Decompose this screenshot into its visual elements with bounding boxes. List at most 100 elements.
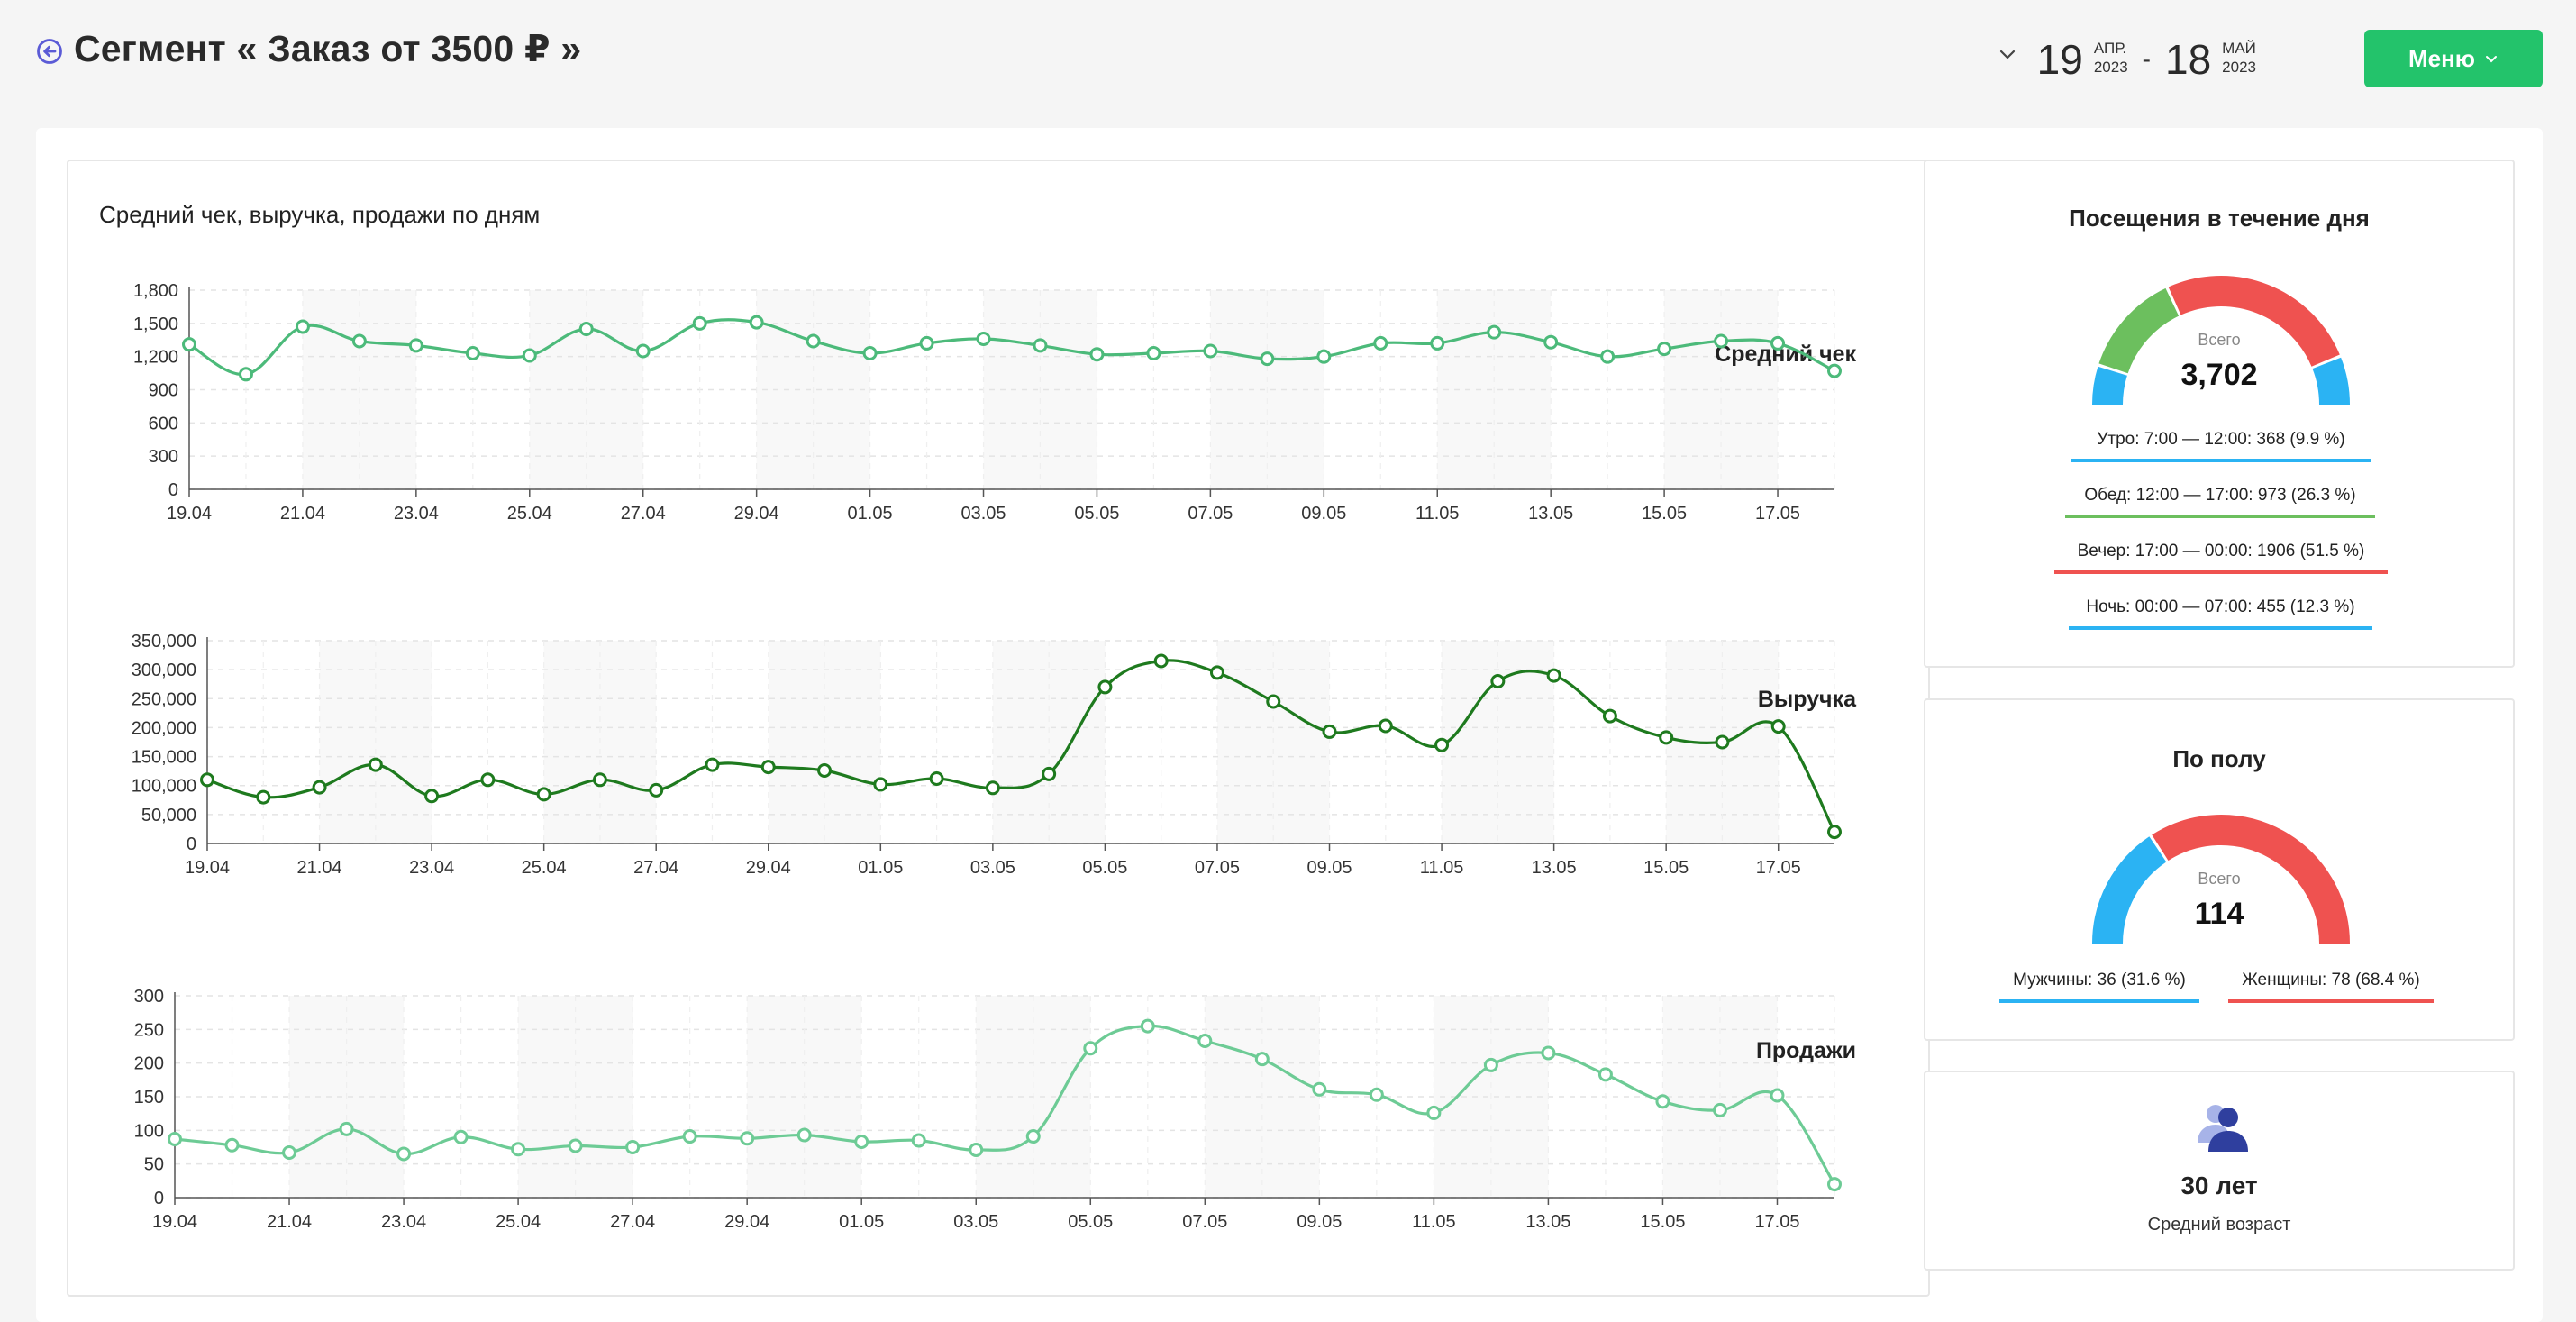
data-point[interactable] <box>312 780 327 795</box>
data-point[interactable] <box>1600 349 1616 364</box>
gauge-segment[interactable] <box>2152 815 2350 944</box>
data-point[interactable] <box>1827 363 1842 378</box>
data-point[interactable] <box>854 1135 869 1150</box>
data-point[interactable] <box>1254 1052 1270 1067</box>
data-point[interactable] <box>911 1133 926 1148</box>
data-point[interactable] <box>1714 333 1729 349</box>
data-point[interactable] <box>224 1137 240 1153</box>
gauge-segment[interactable] <box>2092 366 2128 406</box>
data-point[interactable] <box>453 1129 469 1144</box>
data-point[interactable] <box>740 1131 755 1146</box>
data-point[interactable] <box>705 757 720 772</box>
data-point[interactable] <box>862 345 878 360</box>
data-point[interactable] <box>1097 679 1113 695</box>
data-point[interactable] <box>749 315 764 330</box>
data-point[interactable] <box>1312 1081 1327 1097</box>
gauge-segment[interactable] <box>2092 836 2167 944</box>
menu-button[interactable]: Меню <box>2364 30 2543 87</box>
data-point[interactable] <box>1487 324 1502 340</box>
data-point[interactable] <box>182 337 196 352</box>
data-point[interactable] <box>480 772 496 788</box>
data-point[interactable] <box>465 345 480 360</box>
data-point[interactable] <box>424 789 440 804</box>
data-point[interactable] <box>919 335 934 351</box>
data-point[interactable] <box>1316 349 1332 364</box>
data-point[interactable] <box>1209 665 1224 680</box>
data-point[interactable] <box>760 760 776 775</box>
data-point[interactable] <box>568 1138 583 1153</box>
date-range-picker[interactable]: 19 АПР. 2023 - 18 МАЙ 2023 <box>1998 32 2256 87</box>
data-point[interactable] <box>1373 335 1388 351</box>
data-point[interactable] <box>1770 335 1786 351</box>
data-point[interactable] <box>1770 719 1786 734</box>
data-point[interactable] <box>817 763 833 778</box>
data-point[interactable] <box>1083 1041 1098 1056</box>
data-point[interactable] <box>1657 342 1672 357</box>
chevron-down-icon[interactable] <box>1998 44 2017 64</box>
data-point[interactable] <box>1197 1034 1213 1049</box>
data-point[interactable] <box>1260 351 1275 367</box>
data-point[interactable] <box>625 1140 641 1154</box>
data-point[interactable] <box>408 338 423 353</box>
data-point[interactable] <box>1042 766 1057 781</box>
data-point[interactable] <box>1089 347 1105 362</box>
data-point[interactable] <box>1153 653 1169 669</box>
data-point[interactable] <box>635 343 651 359</box>
data-point[interactable] <box>649 782 664 798</box>
data-point[interactable] <box>1378 718 1393 734</box>
data-point[interactable] <box>1715 734 1730 750</box>
data-point[interactable] <box>1655 1094 1670 1109</box>
data-point[interactable] <box>1827 1177 1842 1192</box>
data-point[interactable] <box>1025 1129 1041 1144</box>
data-point[interactable] <box>282 1144 297 1160</box>
data-point[interactable] <box>1146 345 1161 360</box>
data-point[interactable] <box>1602 708 1617 724</box>
data-point[interactable] <box>1490 674 1506 688</box>
gauge-segment[interactable] <box>2312 357 2350 406</box>
data-point[interactable] <box>1140 1018 1155 1034</box>
data-point[interactable] <box>1483 1057 1498 1072</box>
data-point[interactable] <box>339 1121 354 1136</box>
data-point[interactable] <box>295 319 310 334</box>
data-point[interactable] <box>806 333 821 349</box>
data-point[interactable] <box>1541 1045 1556 1061</box>
data-point[interactable] <box>1770 1088 1785 1103</box>
data-point[interactable] <box>1543 334 1559 350</box>
data-point[interactable] <box>1426 1105 1442 1120</box>
data-point[interactable] <box>511 1142 526 1157</box>
data-point[interactable] <box>1322 724 1337 739</box>
data-point[interactable] <box>238 367 253 382</box>
data-point[interactable] <box>1266 694 1281 709</box>
data-point[interactable] <box>168 1132 182 1147</box>
data-point[interactable] <box>929 771 944 786</box>
data-point[interactable] <box>969 1142 984 1157</box>
data-point[interactable] <box>536 787 551 802</box>
data-point[interactable] <box>1712 1102 1727 1117</box>
data-point[interactable] <box>256 789 271 805</box>
data-point[interactable] <box>692 315 707 331</box>
data-point[interactable] <box>985 780 1000 796</box>
gauge-segment[interactable] <box>2168 276 2340 368</box>
back-arrow-icon[interactable] <box>36 38 63 65</box>
data-point[interactable] <box>682 1129 697 1144</box>
data-point[interactable] <box>592 772 607 788</box>
data-point[interactable] <box>1430 335 1445 351</box>
data-point[interactable] <box>578 321 594 336</box>
data-point[interactable] <box>796 1127 812 1143</box>
data-point[interactable] <box>1597 1067 1613 1082</box>
data-point[interactable] <box>200 772 214 788</box>
gauge-segment[interactable] <box>2098 287 2180 374</box>
data-point[interactable] <box>522 348 537 363</box>
data-point[interactable] <box>351 333 367 349</box>
data-point[interactable] <box>1369 1087 1384 1102</box>
data-point[interactable] <box>1434 737 1450 752</box>
data-point[interactable] <box>873 777 888 792</box>
data-point[interactable] <box>1546 668 1561 683</box>
data-point[interactable] <box>1659 730 1674 745</box>
data-point[interactable] <box>396 1146 412 1162</box>
data-point[interactable] <box>1203 343 1218 359</box>
data-point[interactable] <box>1033 338 1048 353</box>
data-point[interactable] <box>976 332 991 347</box>
data-point[interactable] <box>1827 825 1842 840</box>
data-point[interactable] <box>368 757 383 772</box>
